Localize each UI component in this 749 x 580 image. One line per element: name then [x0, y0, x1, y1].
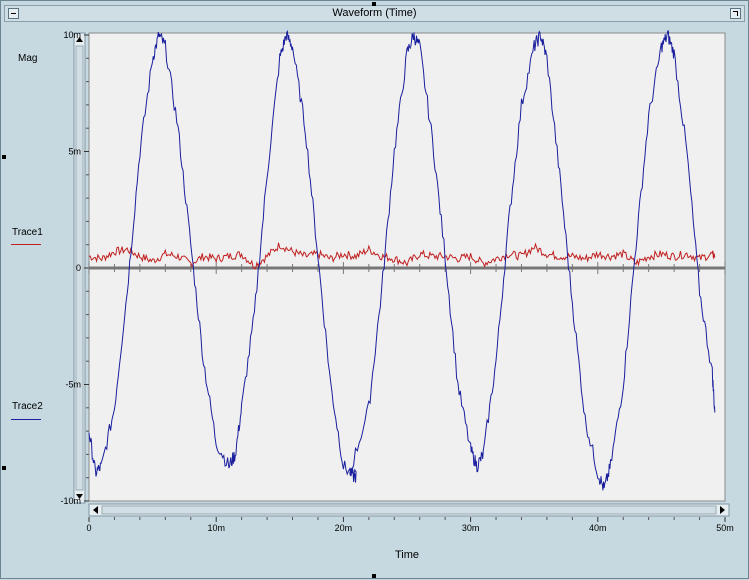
- x-tick-label: 20m: [335, 523, 353, 533]
- y-tick-label: -5m: [66, 380, 82, 390]
- scroll-right-icon[interactable]: [720, 506, 725, 514]
- resize-handle-bottom[interactable]: [372, 574, 376, 578]
- x-tick-label: 0: [86, 523, 91, 533]
- scroll-up-icon[interactable]: [76, 37, 83, 42]
- window-title: Waveform (Time): [332, 7, 417, 19]
- x-axis-label: Time: [395, 549, 420, 561]
- y-tick-label: -10m: [60, 496, 81, 506]
- resize-handle-top[interactable]: [372, 2, 376, 6]
- scroll-left-icon[interactable]: [93, 506, 98, 514]
- x-tick-label: 50m: [716, 523, 734, 533]
- vertical-scroll-thumb[interactable]: [75, 45, 84, 491]
- y-tick-label: 10m: [63, 30, 81, 40]
- x-tick-label: 30m: [462, 523, 480, 533]
- y-tick-label: 5m: [68, 147, 81, 157]
- maximize-icon[interactable]: [730, 8, 741, 19]
- resize-handle-left[interactable]: [2, 155, 6, 159]
- y-axis-label: Mag: [18, 53, 38, 64]
- x-tick-label: 10m: [207, 523, 225, 533]
- trace1-line: [88, 242, 716, 270]
- resize-handle-left-lower[interactable]: [2, 466, 6, 470]
- x-tick-label: 40m: [589, 523, 607, 533]
- trace2-line: [88, 29, 716, 491]
- legend-trace1-label: Trace1: [12, 227, 43, 238]
- minimize-icon[interactable]: [8, 8, 19, 19]
- legend-trace2-line: [11, 419, 41, 420]
- y-tick-label: 0: [76, 263, 81, 273]
- horizontal-scroll-thumb[interactable]: [101, 505, 717, 515]
- legend-trace2-label: Trace2: [12, 401, 43, 412]
- scroll-down-icon[interactable]: [76, 494, 83, 499]
- legend-trace1-line: [11, 244, 41, 245]
